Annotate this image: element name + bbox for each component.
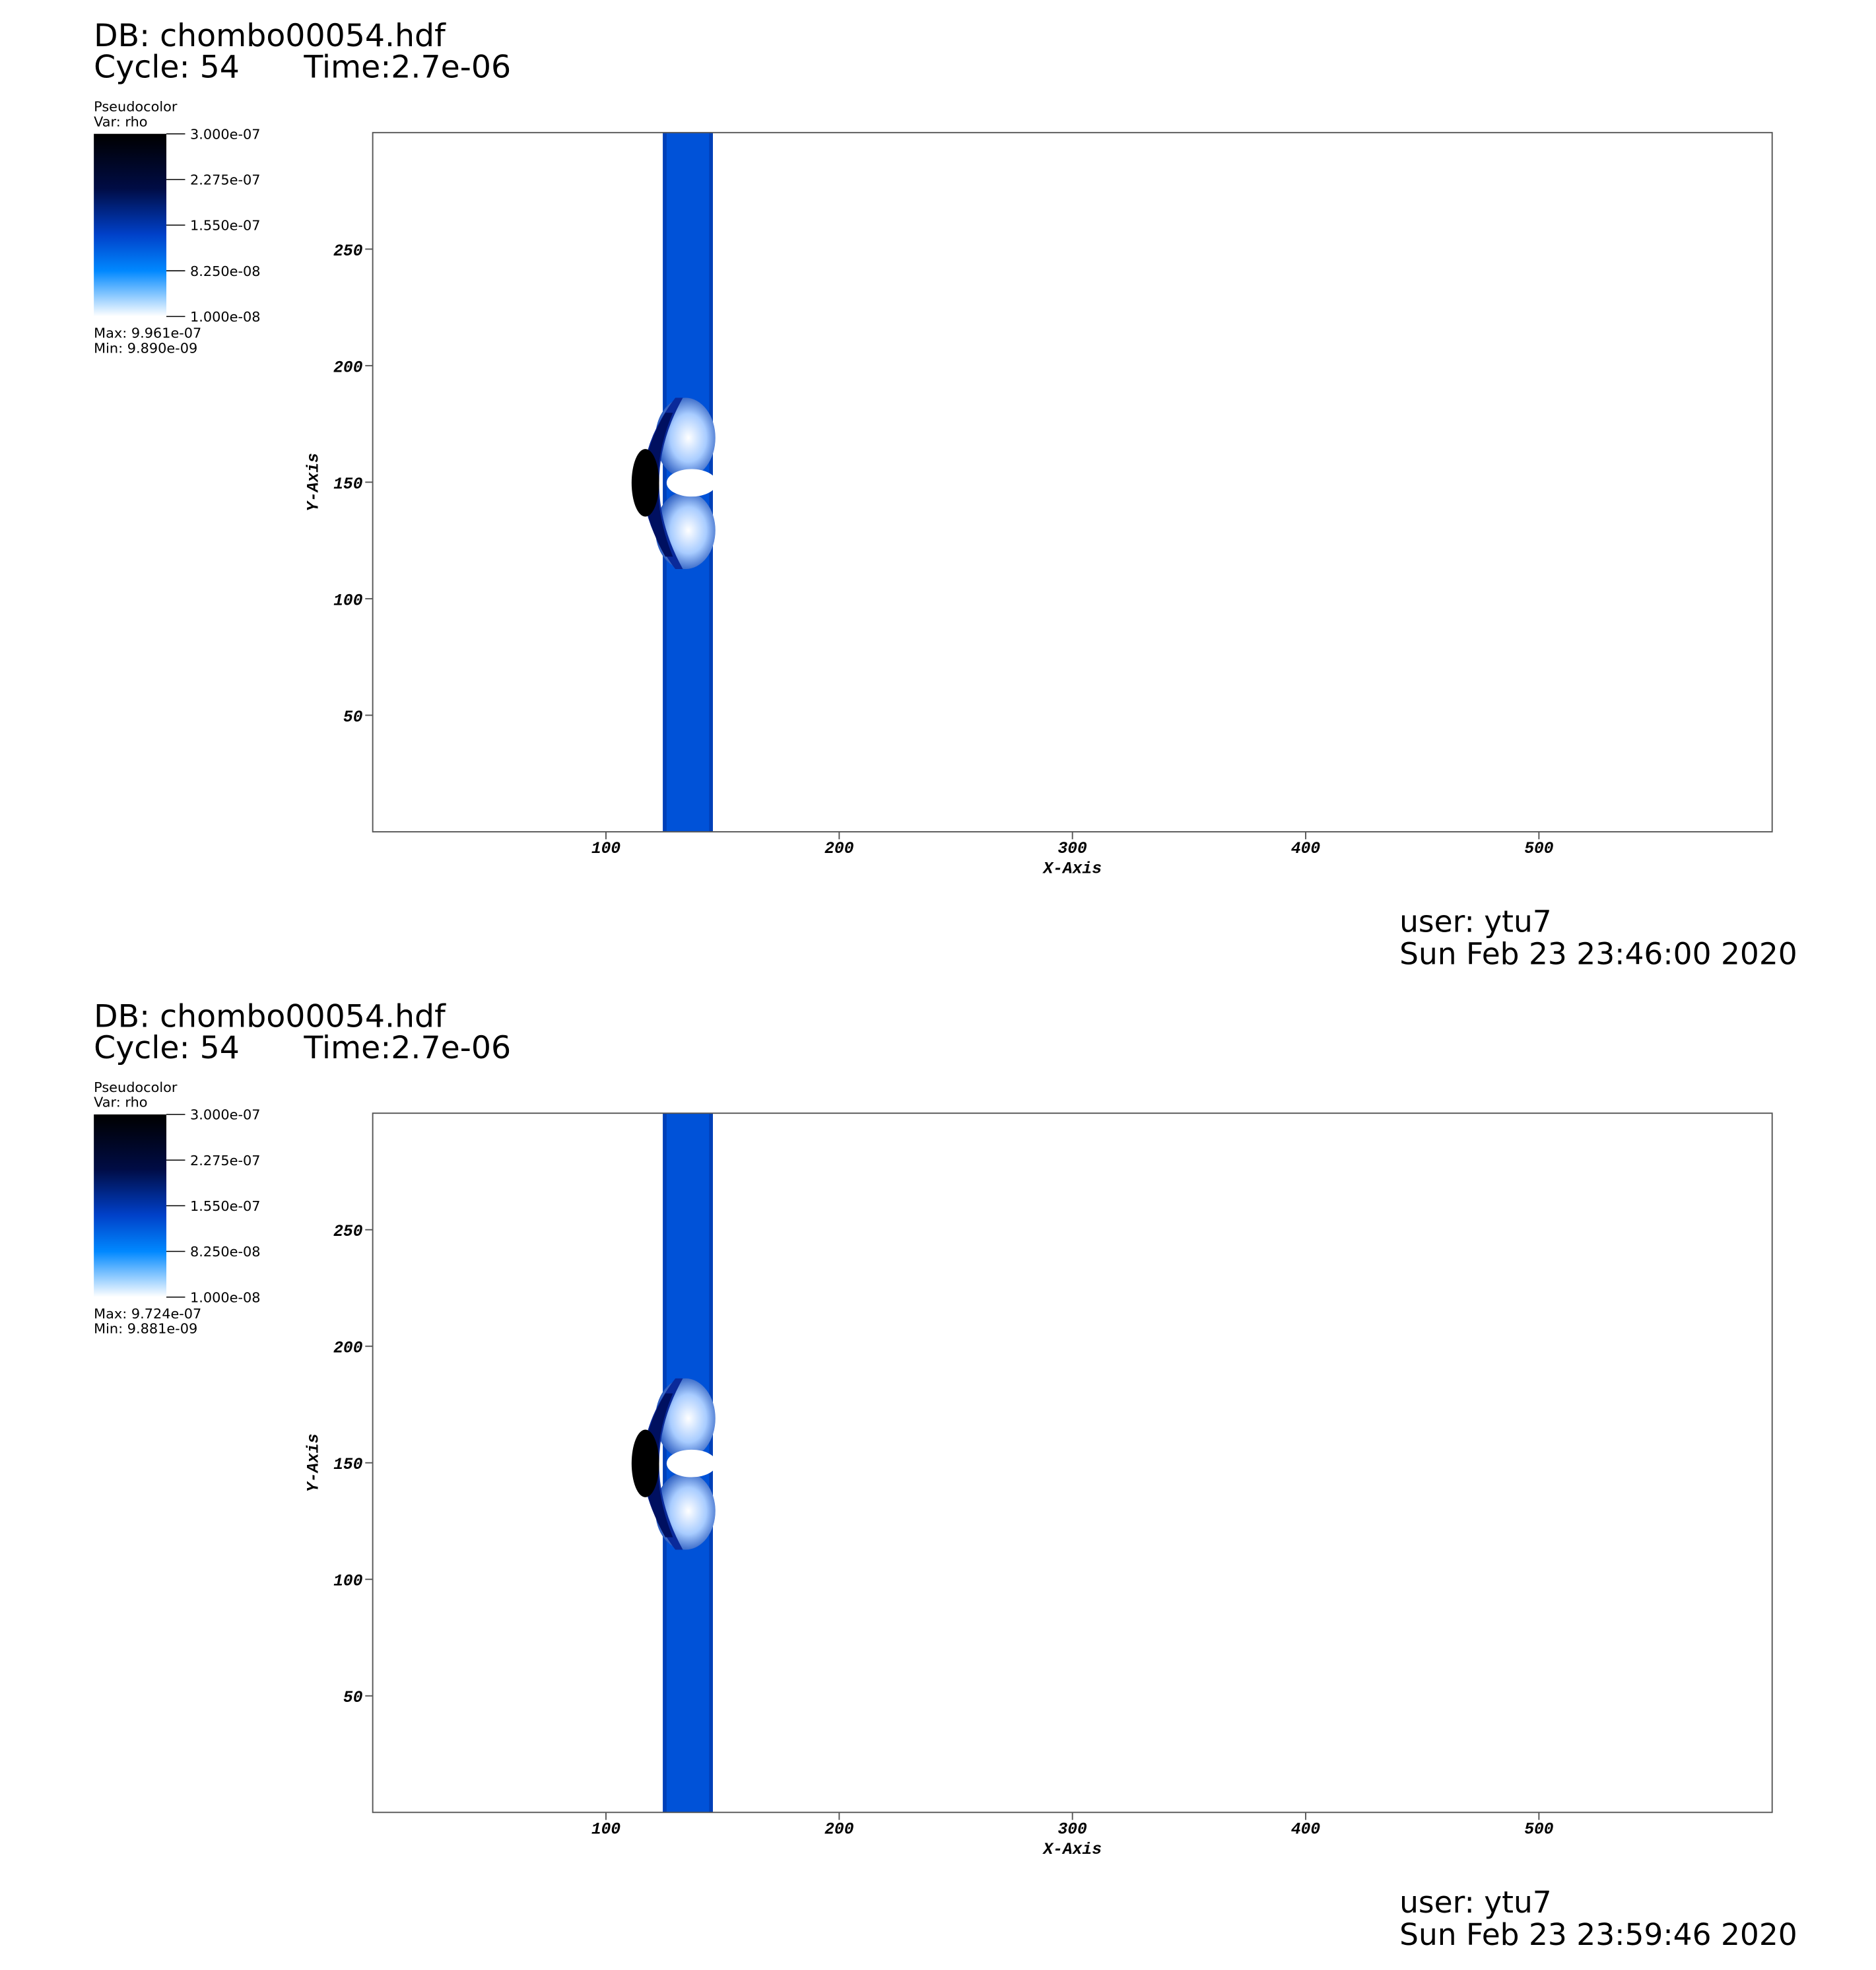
x-axis-label: X-Axis (1042, 860, 1102, 878)
shock-inner (644, 1393, 673, 1538)
date: Sun Feb 23 23:46:00 2020 (1399, 937, 1797, 972)
colorbar-label: 8.250e-08 (190, 1244, 260, 1260)
y-tick-label: 200 (333, 359, 363, 377)
cycle: Cycle: 54 (94, 1030, 240, 1066)
colorbar (94, 1114, 167, 1297)
db-title: DB: chombo00054.hdf (94, 18, 446, 54)
colorbar-label: 1.000e-08 (190, 309, 260, 325)
colorbar-label: 8.250e-08 (190, 263, 260, 279)
user: user: ytu7 (1399, 1885, 1552, 1920)
x-tick-label: 500 (1524, 1821, 1554, 1839)
colorbar-label: 3.000e-07 (190, 1107, 260, 1123)
y-tick-label: 250 (333, 1223, 363, 1241)
colorbar-label: 1.000e-08 (190, 1289, 260, 1305)
time: Time:2.7e-06 (303, 1030, 511, 1066)
x-tick-label: 100 (591, 840, 621, 858)
dense-core (631, 449, 659, 517)
frame (372, 1112, 1773, 1814)
dense-core (631, 1429, 659, 1497)
user: user: ytu7 (1399, 904, 1552, 939)
notch (666, 469, 717, 497)
cycle: Cycle: 54 (94, 49, 240, 85)
max-label: Max: 9.961e-07 (94, 325, 201, 341)
colorbar-label: 2.275e-07 (190, 172, 260, 187)
x-axis-label: X-Axis (1042, 1841, 1102, 1859)
db-title: DB: chombo00054.hdf (94, 998, 446, 1035)
colorbar-label: 1.550e-07 (190, 218, 260, 234)
y-tick-label: 50 (343, 1689, 363, 1707)
y-tick-label: 150 (333, 1456, 363, 1474)
x-tick-label: 300 (1058, 840, 1088, 858)
y-tick-label: 100 (333, 1573, 363, 1591)
x-tick-label: 400 (1291, 840, 1321, 858)
y-tick-label: 100 (333, 592, 363, 610)
max-label: Max: 9.724e-07 (94, 1306, 201, 1322)
shock-inner (644, 413, 673, 557)
x-tick-label: 500 (1524, 840, 1554, 858)
colorbar-label: 1.550e-07 (190, 1198, 260, 1214)
x-tick-label: 200 (824, 840, 854, 858)
min-label: Min: 9.890e-09 (94, 340, 197, 356)
legend-title: Pseudocolor (94, 99, 178, 115)
y-tick-label: 150 (333, 476, 363, 494)
y-axis-label: Y-Axis (305, 1433, 323, 1492)
y-tick-label: 250 (333, 243, 363, 261)
y-axis-label: Y-Axis (305, 453, 323, 512)
x-tick-label: 300 (1058, 1821, 1088, 1839)
y-tick-label: 50 (343, 709, 363, 727)
legend-title: Pseudocolor (94, 1079, 178, 1095)
frame (372, 131, 1773, 832)
time: Time:2.7e-06 (303, 49, 511, 85)
min-label: Min: 9.881e-09 (94, 1321, 197, 1337)
legend-var: Var: rho (94, 114, 147, 129)
x-tick-label: 100 (591, 1821, 621, 1839)
date: Sun Feb 23 23:59:46 2020 (1399, 1917, 1797, 1952)
band-edge (663, 132, 667, 832)
y-tick-label: 200 (333, 1340, 363, 1358)
colorbar-label: 2.275e-07 (190, 1153, 260, 1169)
x-tick-label: 400 (1291, 1821, 1321, 1839)
band-edge (663, 1113, 667, 1813)
notch (666, 1449, 717, 1478)
colorbar-label: 3.000e-07 (190, 126, 260, 142)
colorbar (94, 133, 167, 317)
legend-var: Var: rho (94, 1095, 147, 1110)
x-tick-label: 200 (824, 1821, 854, 1839)
